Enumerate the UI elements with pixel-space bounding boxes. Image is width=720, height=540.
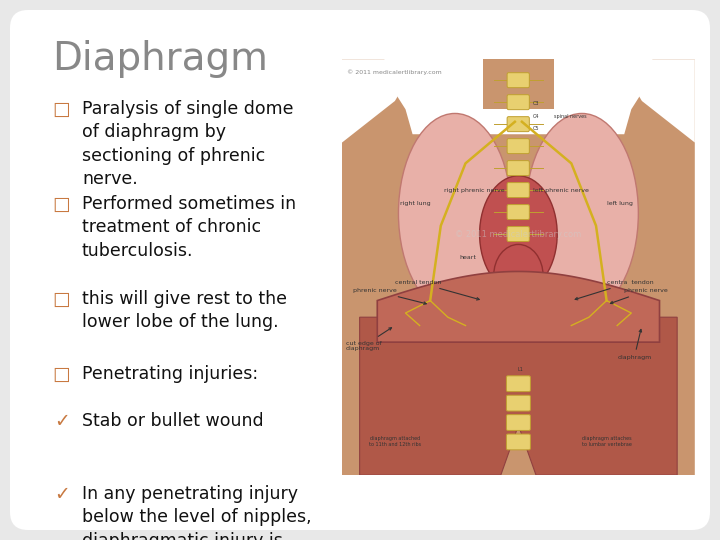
Text: □: □	[52, 290, 70, 309]
Ellipse shape	[398, 113, 511, 313]
Text: In any penetrating injury
below the level of nipples,
diaphragmatic injury is
su: In any penetrating injury below the leve…	[82, 485, 312, 540]
Text: cut edge of
diaphragm: cut edge of diaphragm	[346, 328, 392, 352]
Text: left phrenic nerve: left phrenic nerve	[533, 188, 589, 193]
Text: © 2011 medicalertlibrary.com: © 2011 medicalertlibrary.com	[347, 70, 442, 76]
FancyBboxPatch shape	[507, 160, 529, 176]
FancyBboxPatch shape	[506, 415, 531, 430]
Text: diaphragm attached
to 11th and 12th ribs: diaphragm attached to 11th and 12th ribs	[369, 436, 421, 447]
Text: central tendon: central tendon	[395, 280, 480, 300]
Text: Paralysis of single dome
of diaphragm by
sectioning of phrenic
nerve.: Paralysis of single dome of diaphragm by…	[82, 100, 294, 188]
Text: L1: L1	[517, 367, 523, 372]
Text: diaphragm attaches
to lumbar vertebrae: diaphragm attaches to lumbar vertebrae	[582, 436, 631, 447]
Text: Diaphragm: Diaphragm	[52, 40, 268, 78]
Polygon shape	[617, 59, 695, 143]
Text: ✓: ✓	[54, 412, 70, 431]
Text: right lung: right lung	[400, 201, 431, 206]
FancyBboxPatch shape	[506, 395, 531, 411]
Ellipse shape	[494, 245, 543, 307]
Text: ✓: ✓	[54, 485, 70, 504]
Text: right phrenic nerve: right phrenic nerve	[444, 188, 505, 193]
Text: centra  tendon: centra tendon	[575, 280, 653, 300]
Text: C5: C5	[533, 126, 539, 131]
Text: □: □	[52, 365, 70, 384]
Text: □: □	[52, 100, 70, 119]
FancyBboxPatch shape	[10, 10, 710, 530]
Text: Stab or bullet wound: Stab or bullet wound	[82, 412, 264, 430]
Text: □: □	[52, 195, 70, 214]
FancyBboxPatch shape	[506, 376, 531, 392]
Text: spinal nerves: spinal nerves	[554, 113, 586, 119]
FancyBboxPatch shape	[507, 183, 529, 198]
FancyBboxPatch shape	[507, 139, 529, 153]
FancyBboxPatch shape	[507, 94, 529, 110]
FancyBboxPatch shape	[507, 117, 529, 132]
Text: Penetrating injuries:: Penetrating injuries:	[82, 365, 258, 383]
FancyBboxPatch shape	[507, 205, 529, 220]
Polygon shape	[360, 317, 677, 475]
Text: diaphragm: diaphragm	[617, 329, 652, 360]
Polygon shape	[342, 59, 695, 475]
Text: this will give rest to the
lower lobe of the lung.: this will give rest to the lower lobe of…	[82, 290, 287, 332]
FancyBboxPatch shape	[507, 73, 529, 87]
Polygon shape	[377, 272, 660, 342]
Ellipse shape	[526, 113, 639, 313]
Polygon shape	[483, 59, 554, 109]
FancyBboxPatch shape	[506, 434, 531, 450]
Text: Performed sometimes in
treatment of chronic
tuberculosis.: Performed sometimes in treatment of chro…	[82, 195, 296, 260]
Text: left lung: left lung	[606, 201, 632, 206]
Text: heart: heart	[459, 255, 476, 260]
FancyBboxPatch shape	[507, 227, 529, 241]
Text: phrenic nerve: phrenic nerve	[611, 288, 668, 303]
Text: phrenic nerve: phrenic nerve	[353, 288, 426, 305]
Text: © 2011 medicalertlibrary.com: © 2011 medicalertlibrary.com	[455, 230, 582, 239]
Polygon shape	[342, 59, 420, 143]
Text: C3: C3	[533, 101, 539, 106]
Text: C4: C4	[533, 113, 539, 119]
Ellipse shape	[480, 176, 557, 292]
